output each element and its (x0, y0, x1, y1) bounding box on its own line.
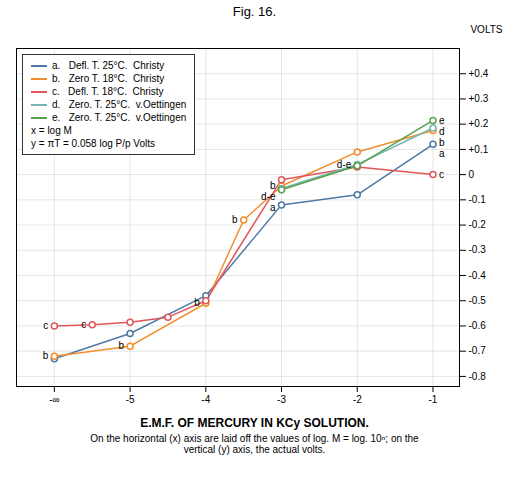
svg-text:-2: -2 (353, 394, 362, 405)
svg-text:-0.8: -0.8 (469, 371, 487, 382)
svg-text:-4: -4 (201, 394, 210, 405)
svg-text:-0.7: -0.7 (469, 345, 487, 356)
svg-text:+0.4: +0.4 (469, 68, 489, 79)
svg-text:VOLTS: VOLTS (470, 24, 502, 35)
svg-text:c: c (43, 320, 48, 331)
html-text:E.M.F. OF MERCURY IN KCy SOLUT: E.M.F. OF MERCURY IN KCy SOLUTION. (140, 416, 369, 430)
svg-text:+0.2: +0.2 (469, 118, 489, 129)
html-text:y = πT = 0.058 log P/p Volts: y = πT = 0.058 log P/p Volts (31, 138, 155, 149)
svg-text:c: c (439, 169, 444, 180)
svg-text:a: a (439, 148, 445, 159)
svg-text:-5: -5 (126, 394, 135, 405)
svg-text:d-e: d-e (261, 191, 276, 202)
html-text:d. Zero. T. 25°C. v.Oettingen: d. Zero. T. 25°C. v.Oettingen (52, 99, 187, 110)
svg-text:d-e: d-e (337, 159, 352, 170)
svg-text:b: b (439, 137, 445, 148)
svg-text:+0.3: +0.3 (469, 93, 489, 104)
svg-text:c: c (81, 319, 86, 330)
svg-text:b: b (270, 180, 276, 191)
html-text:c. Defl. T. 18°C. Christy: c. Defl. T. 18°C. Christy (52, 86, 164, 97)
svg-text:0: 0 (469, 169, 475, 180)
svg-text:b: b (232, 214, 238, 225)
svg-text:b: b (194, 297, 200, 308)
svg-text:-0.4: -0.4 (469, 270, 487, 281)
svg-text:-0.5: -0.5 (469, 295, 487, 306)
svg-text:a: a (270, 202, 276, 213)
svg-text:-0.2: -0.2 (469, 219, 487, 230)
svg-text:-∞: -∞ (49, 394, 59, 405)
svg-text:-3: -3 (277, 394, 286, 405)
svg-text:-0.6: -0.6 (469, 320, 487, 331)
svg-text:e: e (439, 115, 445, 126)
html-text:x = log M: x = log M (31, 125, 72, 136)
html-text:b. Zero T. 18°C. Christy: b. Zero T. 18°C. Christy (52, 73, 165, 84)
html-text:Fig. 16.: Fig. 16. (232, 4, 277, 19)
svg-text:b: b (119, 340, 125, 351)
html-text:e. Zero. T. 25°C. v.Oettingen: e. Zero. T. 25°C. v.Oettingen (52, 112, 187, 123)
svg-text:-0.3: -0.3 (469, 244, 487, 255)
svg-text:-1: -1 (429, 394, 438, 405)
svg-text:b: b (43, 350, 49, 361)
html-text:a. Defl. T. 25°C. Christy: a. Defl. T. 25°C. Christy (52, 60, 165, 71)
svg-text:-0.1: -0.1 (469, 194, 487, 205)
svg-text:+0.1: +0.1 (469, 144, 489, 155)
svg-text:d: d (439, 126, 445, 137)
html-text:On the horizontal (x) axis are: On the horizontal (x) axis are laid off … (90, 433, 419, 455)
